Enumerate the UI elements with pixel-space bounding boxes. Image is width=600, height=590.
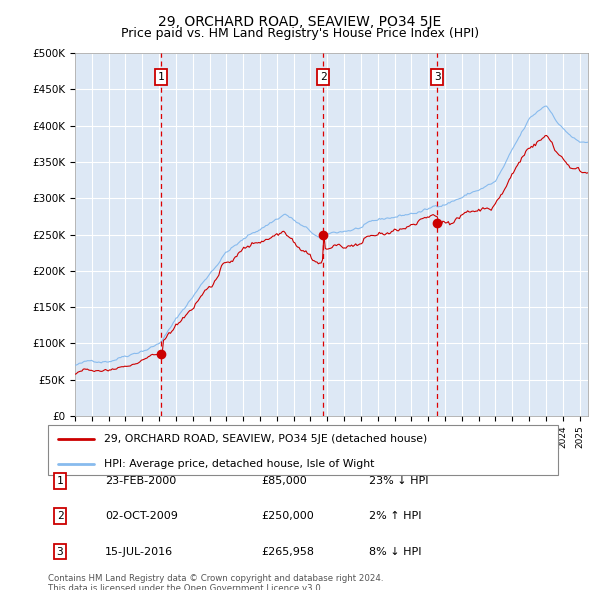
Text: HPI: Average price, detached house, Isle of Wight: HPI: Average price, detached house, Isle… xyxy=(104,459,374,469)
Text: £265,958: £265,958 xyxy=(261,547,314,556)
Text: 2: 2 xyxy=(320,72,326,82)
Text: 29, ORCHARD ROAD, SEAVIEW, PO34 5JE: 29, ORCHARD ROAD, SEAVIEW, PO34 5JE xyxy=(158,15,442,29)
Text: 29, ORCHARD ROAD, SEAVIEW, PO34 5JE (detached house): 29, ORCHARD ROAD, SEAVIEW, PO34 5JE (det… xyxy=(104,434,427,444)
Text: 2% ↑ HPI: 2% ↑ HPI xyxy=(369,512,421,521)
Text: 23-FEB-2000: 23-FEB-2000 xyxy=(105,476,176,486)
Text: £250,000: £250,000 xyxy=(261,512,314,521)
Text: 15-JUL-2016: 15-JUL-2016 xyxy=(105,547,173,556)
Text: Contains HM Land Registry data © Crown copyright and database right 2024.
This d: Contains HM Land Registry data © Crown c… xyxy=(48,574,383,590)
Text: 1: 1 xyxy=(56,476,64,486)
Text: 02-OCT-2009: 02-OCT-2009 xyxy=(105,512,178,521)
Text: 23% ↓ HPI: 23% ↓ HPI xyxy=(369,476,428,486)
Text: £85,000: £85,000 xyxy=(261,476,307,486)
Text: 3: 3 xyxy=(56,547,64,556)
Text: 8% ↓ HPI: 8% ↓ HPI xyxy=(369,547,421,556)
Text: 3: 3 xyxy=(434,72,440,82)
Text: 2: 2 xyxy=(56,512,64,521)
Text: Price paid vs. HM Land Registry's House Price Index (HPI): Price paid vs. HM Land Registry's House … xyxy=(121,27,479,40)
Text: 1: 1 xyxy=(158,72,164,82)
